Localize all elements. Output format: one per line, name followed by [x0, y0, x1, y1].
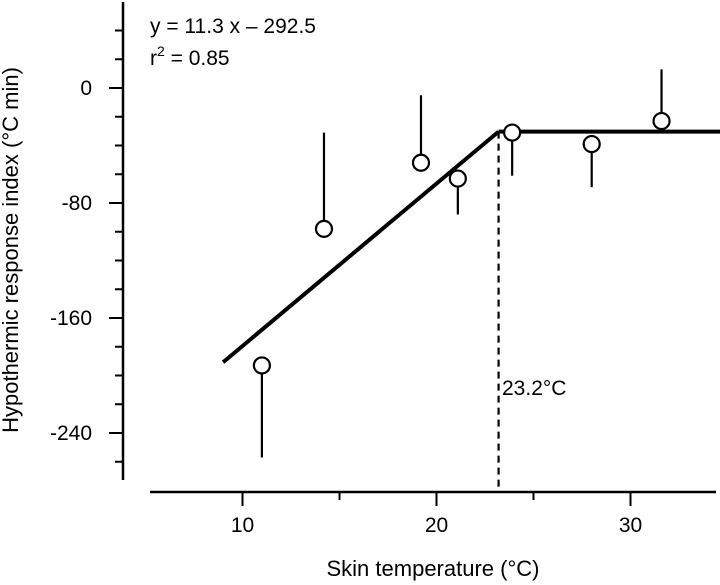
- breakpoint-label: 23.2°C: [502, 377, 566, 400]
- data-point: [411, 153, 431, 172]
- axes: [121, 2, 716, 494]
- fit-line-group: [221, 129, 720, 492]
- tick-marks: [109, 29, 632, 506]
- r-squared-value: = 0.85: [165, 47, 230, 70]
- data-point: [503, 123, 522, 142]
- y-tick-label: -80: [62, 192, 92, 215]
- tick-labels: 10 20 30 0 -80 -160 -240: [50, 77, 642, 537]
- x-tick-label: 10: [231, 514, 254, 537]
- x-axis-title: Skin temperature (°C): [327, 556, 540, 581]
- data-point: [252, 356, 271, 375]
- r-squared-label: r2 = 0.85: [150, 43, 230, 70]
- data-points: [252, 111, 671, 375]
- x-tick-label: 20: [425, 514, 448, 537]
- data-point: [652, 111, 671, 131]
- error-bars: [260, 69, 663, 458]
- y-tick-label: -160: [50, 307, 92, 330]
- x-tick-label: 30: [619, 514, 642, 537]
- data-point: [448, 169, 467, 188]
- r-squared-prefix: r: [150, 47, 157, 70]
- y-tick-label: -240: [50, 422, 92, 445]
- r-squared-superscript: 2: [157, 43, 165, 59]
- fit-line-rising: [221, 130, 500, 364]
- data-point: [314, 219, 334, 238]
- y-axis-title: Hypothermic response index (°C min): [0, 67, 23, 433]
- y-tick-label: 0: [80, 77, 92, 100]
- equation-label: y = 11.3 x – 292.5: [150, 15, 316, 38]
- data-point: [582, 134, 601, 154]
